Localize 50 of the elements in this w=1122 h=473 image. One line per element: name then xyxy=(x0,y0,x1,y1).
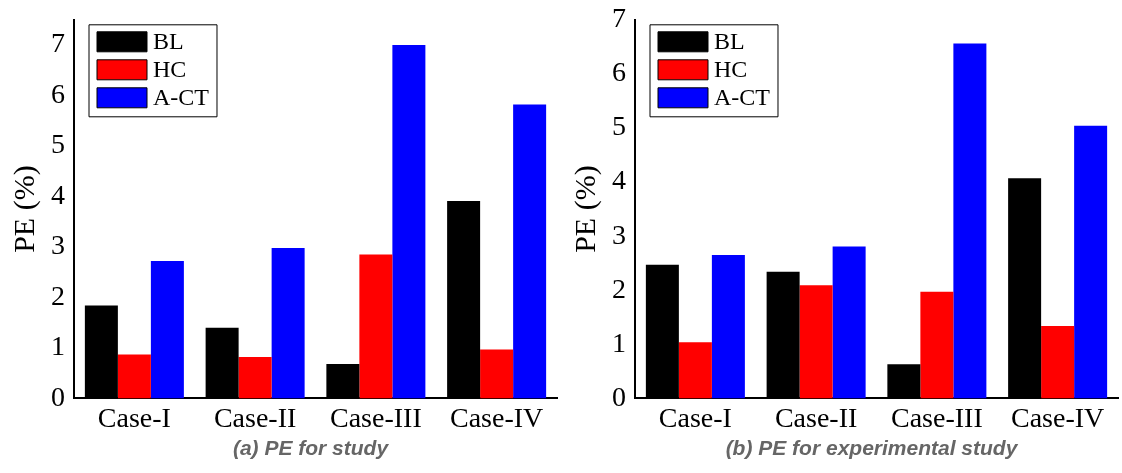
bar xyxy=(799,285,833,399)
bar xyxy=(1074,125,1108,399)
y-tick-label: 2 xyxy=(612,272,626,304)
x-tick-label: Case-I xyxy=(97,401,171,433)
y-tick-label: 6 xyxy=(612,56,626,88)
legend-label: A-CT xyxy=(714,84,771,111)
y-axis-title: PE (%) xyxy=(567,165,602,253)
bar xyxy=(920,291,954,399)
bar xyxy=(513,104,547,399)
text: (a) PE for study xyxy=(231,436,390,460)
bar xyxy=(832,246,866,399)
y-tick-label: 1 xyxy=(51,330,65,362)
bar xyxy=(238,357,272,399)
x-tick-label: Case-II xyxy=(213,401,297,433)
bar xyxy=(678,342,712,399)
x-tick-label: Case-II xyxy=(774,401,858,433)
x-tick-label: Case-IV xyxy=(449,401,544,433)
legend-label: HC xyxy=(714,56,748,83)
y-tick-label: 4 xyxy=(51,178,65,210)
bar xyxy=(117,354,151,399)
x-tick-label: Case-IV xyxy=(1010,401,1105,433)
bar xyxy=(150,261,184,399)
bar xyxy=(392,45,426,399)
bar xyxy=(711,255,745,399)
x-tick-label: Case-III xyxy=(330,401,422,433)
y-tick-label: 5 xyxy=(51,128,65,160)
y-tick-label: 4 xyxy=(612,164,626,196)
bar xyxy=(359,254,393,399)
y-tick-label: 2 xyxy=(51,279,65,311)
y-tick-label: 3 xyxy=(612,218,626,250)
x-tick-label: Case-III xyxy=(891,401,983,433)
y-tick-label: 1 xyxy=(612,326,626,358)
y-tick-label: 7 xyxy=(612,2,626,34)
y-tick-label: 6 xyxy=(51,77,65,109)
legend-label: BL xyxy=(153,28,184,55)
bar xyxy=(1041,325,1075,399)
y-axis-title: PE (%) xyxy=(6,165,41,253)
text: (b) PE for experimental study xyxy=(724,436,1019,460)
y-tick-label: 5 xyxy=(612,110,626,142)
legend-label: BL xyxy=(714,28,745,55)
bar xyxy=(480,349,514,399)
legend-label: HC xyxy=(153,56,187,83)
x-tick-label: Case-I xyxy=(658,401,732,433)
y-tick-label: 3 xyxy=(51,229,65,261)
y-tick-label: 7 xyxy=(51,27,65,59)
y-tick-label: 0 xyxy=(51,380,65,412)
y-tick-label: 0 xyxy=(612,380,626,412)
bar xyxy=(953,43,987,399)
legend-label: A-CT xyxy=(153,84,210,111)
bar xyxy=(271,247,305,399)
